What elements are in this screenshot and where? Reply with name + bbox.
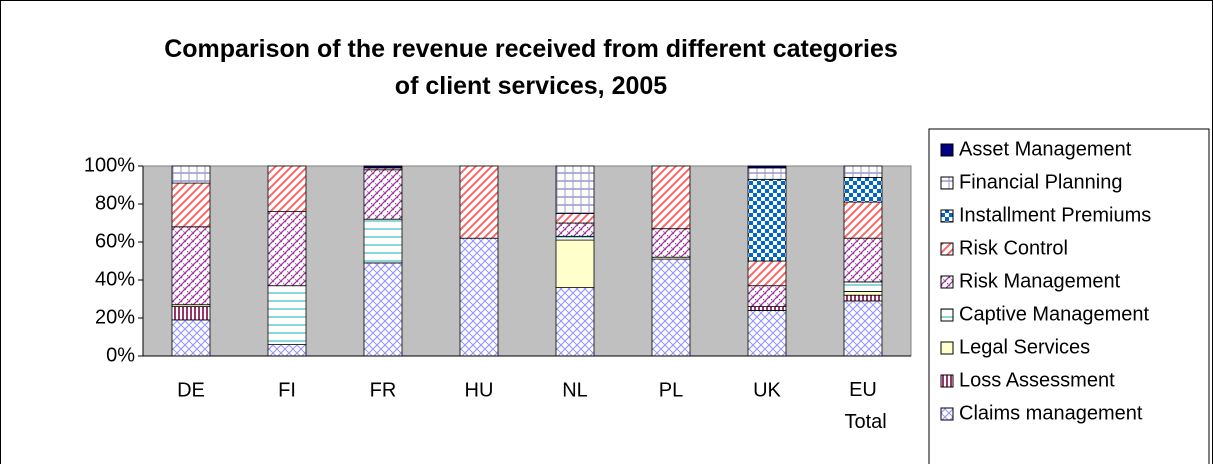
bar-segment (651, 258, 691, 357)
legend-swatch (940, 407, 954, 421)
bar-segment (363, 262, 403, 357)
bar-segment (363, 218, 403, 264)
legend-label: Risk Management (959, 270, 1121, 292)
bar-segment (843, 201, 883, 239)
legend-swatch (940, 341, 954, 355)
bar-segment (171, 165, 211, 184)
bar-segment (459, 237, 499, 357)
bar-segment (843, 300, 883, 357)
legend-swatch (940, 275, 954, 289)
bar-segment (843, 237, 883, 283)
bar-segment (555, 222, 595, 237)
y-tick-label: 80% (95, 192, 135, 214)
bar-segment (843, 176, 883, 203)
bar-segment (171, 226, 211, 306)
bar-segment (555, 235, 595, 241)
x-tick-label: UK (753, 379, 781, 401)
x-tick-label: FI (278, 379, 296, 401)
legend-label: Legal Services (959, 336, 1090, 358)
x-tick-label: NL (562, 379, 588, 401)
legend-label: Loss Assessment (959, 369, 1115, 391)
legend-swatch (940, 176, 954, 190)
x-tick-label: PL (659, 379, 683, 401)
legend-swatch (940, 242, 954, 256)
legend-label: Risk Control (959, 237, 1068, 259)
bar-segment (651, 228, 691, 258)
legend-label: Financial Planning (959, 171, 1122, 193)
bar-segment (171, 182, 211, 228)
bar-segment (747, 309, 787, 357)
bar-segment (843, 290, 883, 296)
chart-title: Comparison of the revenue received from … (164, 35, 898, 100)
x-tick-label: HU (465, 379, 494, 401)
legend-box (928, 128, 1210, 464)
y-tick-label: 60% (95, 230, 135, 252)
bar-segment (747, 165, 787, 169)
plot-area (142, 165, 912, 357)
legend-swatch (940, 374, 954, 388)
y-tick-label: 40% (95, 268, 135, 290)
bar-segment (459, 165, 499, 239)
legend-label: Captive Management (959, 303, 1150, 325)
bar-segment (555, 213, 595, 224)
bar-segment (267, 211, 307, 287)
legend-swatch (940, 143, 954, 157)
bar-segment (555, 239, 595, 289)
bar-segment (843, 165, 883, 178)
bar-segment (555, 287, 595, 357)
bar-segment (747, 285, 787, 308)
legend-swatch (940, 209, 954, 223)
bar-segment (747, 178, 787, 262)
x-tick-label: DE (177, 379, 205, 401)
bar-segment (363, 165, 403, 169)
bar-segment (267, 344, 307, 357)
legend-label: Claims management (959, 402, 1143, 424)
bar-segment (267, 285, 307, 346)
bar-segment (267, 165, 307, 212)
y-tick-label: 100% (84, 154, 135, 176)
bar-segment (171, 319, 211, 357)
y-tick-label: 20% (95, 306, 135, 328)
x-tick-label: EU Total (839, 379, 886, 433)
bar-segment (363, 169, 403, 220)
y-tick-label: 0% (106, 344, 135, 366)
legend-swatch (940, 308, 954, 322)
bar-segment (843, 281, 883, 292)
legend-label: Installment Premiums (959, 204, 1151, 226)
bar-segment (747, 306, 787, 311)
x-tick-label: FR (370, 379, 397, 401)
bar-segment (747, 260, 787, 287)
bar-segment (651, 165, 691, 230)
bar-segment (555, 165, 595, 214)
legend-label: Asset Management (959, 138, 1132, 160)
bar-segment (843, 294, 883, 302)
bar-segment (171, 306, 211, 321)
bar-segment (747, 167, 787, 180)
